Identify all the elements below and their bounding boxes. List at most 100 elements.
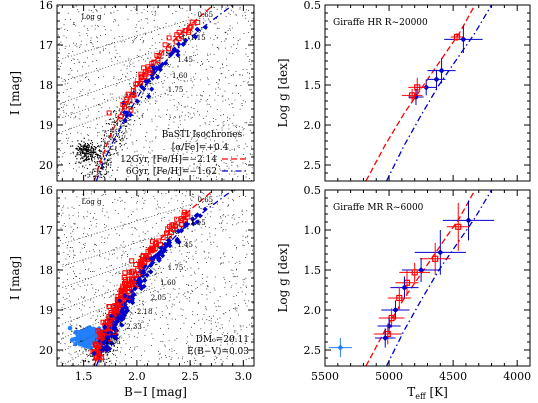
rgb-star: [100, 163, 102, 165]
field-star: [134, 38, 136, 39]
field-star: [109, 272, 111, 273]
field-star: [175, 260, 177, 262]
rgb-star: [142, 246, 144, 248]
field-star: [127, 147, 128, 149]
field-star: [73, 223, 75, 225]
field-star: [252, 302, 254, 304]
clump-star: [95, 153, 97, 155]
rgb-star: [116, 332, 118, 334]
field-star: [158, 291, 159, 293]
rgb-star: [142, 92, 144, 94]
rgb-star: [98, 170, 100, 172]
y-tick-label: 1.0: [304, 39, 322, 52]
rgb-star: [102, 169, 104, 171]
rgb-star: [208, 203, 210, 205]
x-axis-label: B−I [mag]: [124, 385, 187, 399]
field-star: [158, 34, 160, 35]
field-star: [128, 334, 130, 336]
rgb-star: [88, 360, 90, 362]
rgb-star: [89, 174, 91, 176]
field-star: [214, 7, 215, 8]
field-star: [141, 12, 143, 14]
field-star: [186, 80, 188, 82]
rgb-star: [141, 115, 143, 117]
rgb-star: [114, 110, 116, 112]
field-star: [161, 357, 162, 359]
field-star: [207, 110, 208, 112]
field-star: [124, 264, 126, 266]
blue-member: [149, 75, 156, 81]
clump-star: [85, 158, 87, 160]
logg-title: Log g: [81, 198, 102, 206]
field-star: [144, 334, 146, 336]
field-star: [123, 223, 125, 225]
field-star: [94, 213, 96, 214]
field-star: [135, 173, 137, 175]
clump-star: [80, 148, 82, 150]
clump-star: [80, 326, 82, 328]
field-star: [222, 229, 224, 230]
field-star: [124, 208, 126, 210]
field-star: [155, 313, 157, 315]
field-star: [148, 83, 150, 85]
rgb-star: [167, 52, 169, 54]
red-member: [195, 19, 201, 25]
field-star: [187, 167, 189, 169]
rgb-star: [117, 330, 119, 332]
field-star: [136, 24, 138, 26]
field-star: [225, 31, 227, 33]
field-star: [155, 312, 156, 314]
field-star: [83, 25, 85, 27]
rgb-star: [99, 156, 101, 158]
field-star: [82, 297, 84, 299]
field-star: [194, 14, 196, 16]
field-star: [182, 95, 183, 97]
logg-label: 1.15: [190, 34, 206, 42]
field-star: [198, 166, 200, 168]
field-star: [135, 27, 137, 28]
field-star: [194, 240, 196, 242]
field-star: [127, 160, 128, 162]
field-star: [192, 258, 194, 260]
blue-member: [150, 257, 156, 263]
field-star: [245, 277, 247, 279]
rgb-star: [124, 132, 126, 134]
field-star: [213, 129, 215, 131]
field-star: [60, 27, 62, 29]
clump-star: [85, 154, 87, 156]
field-star: [199, 125, 201, 127]
rgb-star: [106, 355, 108, 357]
field-star: [214, 140, 215, 142]
field-star: [196, 177, 198, 179]
field-star: [232, 308, 234, 309]
clump-star: [79, 325, 81, 327]
clump-star: [82, 148, 84, 150]
field-star: [156, 307, 158, 309]
field-star: [97, 37, 98, 39]
field-star: [182, 294, 184, 296]
rgb-star: [119, 139, 121, 141]
field-star: [90, 40, 92, 42]
logg-label: 0.65: [198, 196, 214, 204]
clump-star: [82, 147, 84, 149]
blue-marker: [418, 267, 425, 273]
field-star: [70, 236, 72, 238]
field-star: [112, 7, 113, 8]
rgb-star: [122, 121, 124, 123]
field-star: [87, 57, 88, 59]
field-star: [91, 25, 93, 27]
field-star: [112, 253, 113, 255]
field-star: [111, 264, 112, 266]
rgb-star: [166, 51, 168, 53]
field-star: [69, 128, 71, 130]
field-star: [142, 308, 144, 310]
blue-member: [128, 294, 134, 300]
field-star: [68, 217, 70, 219]
field-star: [129, 134, 131, 136]
clump-star: [84, 348, 86, 350]
rgb-star: [96, 161, 98, 163]
field-star: [74, 77, 76, 79]
field-star: [76, 43, 77, 45]
field-star: [83, 217, 85, 219]
field-star: [196, 167, 198, 169]
